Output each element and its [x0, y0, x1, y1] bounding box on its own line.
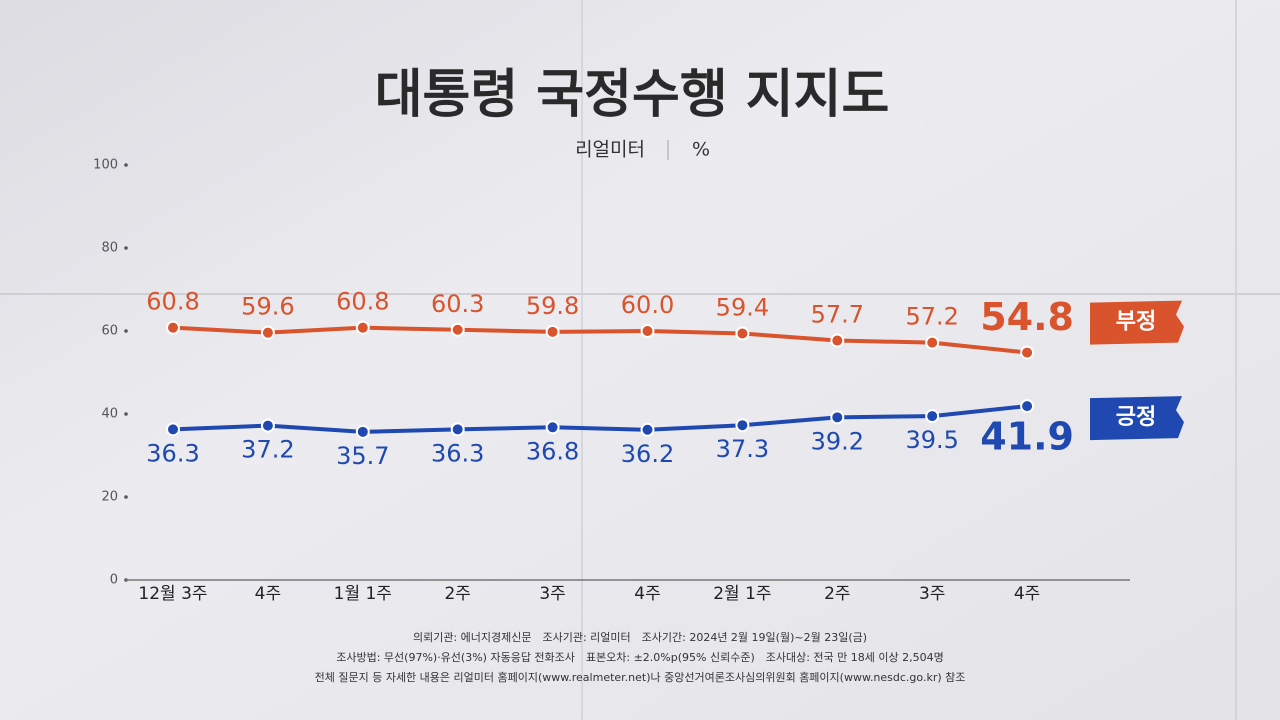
unit-label: % — [692, 139, 710, 161]
legend-label: 부정 — [1116, 310, 1156, 335]
x-tick-label: 2월 1주 — [713, 584, 771, 604]
x-tick-label: 12월 3주 — [138, 584, 207, 604]
footnote: 전체 질문지 등 자세한 내용은 리얼미터 홈페이지(www.realmeter… — [315, 670, 966, 684]
data-point — [166, 422, 180, 437]
y-tick-label: 60 — [101, 324, 118, 339]
data-label: 37.3 — [716, 435, 769, 463]
data-point — [640, 422, 655, 437]
tick-mark — [124, 495, 128, 499]
x-tick-label: 2주 — [824, 584, 850, 604]
data-point — [260, 418, 275, 433]
data-label: 39.5 — [905, 426, 958, 454]
data-label: 36.3 — [431, 439, 484, 467]
chart-title: 대통령 국정수행 지지도 — [375, 65, 890, 125]
data-label: 59.8 — [526, 292, 579, 320]
y-tick-label: 20 — [101, 490, 118, 505]
chart-subtitle: 리얼미터 — [575, 139, 645, 161]
x-tick-label: 4주 — [1014, 584, 1040, 604]
data-point — [545, 420, 560, 435]
x-tick-label: 4주 — [634, 584, 660, 604]
footnote: 조사방법: 무선(97%)·유선(3%) 자동응답 전화조사 표본오차: ±2.… — [336, 651, 944, 664]
data-point — [260, 325, 275, 340]
data-label: 39.2 — [811, 427, 864, 455]
y-tick-label: 100 — [93, 158, 118, 173]
y-tick-label: 0 — [110, 573, 118, 588]
x-tick-label: 3주 — [539, 584, 565, 604]
data-point — [925, 335, 940, 350]
data-label: 60.0 — [621, 291, 674, 319]
data-point — [640, 324, 655, 338]
tick-mark — [124, 163, 128, 167]
data-label: 60.8 — [146, 288, 199, 316]
data-point — [925, 409, 940, 424]
data-label: 60.3 — [431, 290, 484, 318]
tick-mark — [124, 412, 128, 416]
data-point — [735, 418, 750, 433]
data-label: 36.2 — [621, 440, 674, 468]
data-label: 36.3 — [146, 439, 199, 467]
data-label: 57.7 — [811, 301, 864, 329]
legend-tag — [1090, 396, 1184, 441]
data-point — [355, 424, 370, 439]
x-tick-label: 3주 — [919, 584, 945, 604]
y-tick-label: 80 — [101, 241, 118, 256]
data-point — [450, 322, 465, 337]
data-point — [1020, 345, 1035, 360]
footnote: 의뢰기관: 에너지경제신문 조사기관: 리얼미터 조사기간: 2024년 2월 … — [413, 630, 867, 644]
data-label: 60.8 — [336, 288, 389, 316]
legend-tag — [1090, 300, 1184, 345]
data-label: 37.2 — [241, 436, 294, 464]
y-tick-label: 40 — [101, 407, 118, 422]
legend-label: 긍정 — [1116, 405, 1156, 430]
data-label: 54.8 — [980, 295, 1074, 339]
data-label: 57.2 — [905, 303, 958, 331]
x-tick-label: 4주 — [255, 584, 281, 604]
data-point — [735, 326, 750, 341]
data-point — [166, 320, 180, 335]
data-label: 36.8 — [526, 437, 579, 465]
data-label: 59.4 — [716, 293, 769, 321]
data-point — [450, 422, 465, 437]
x-tick-label: 2주 — [444, 584, 470, 604]
series-line — [172, 404, 1028, 434]
tick-mark — [124, 246, 128, 250]
data-point — [830, 333, 845, 348]
data-point — [1020, 399, 1035, 414]
data-point — [545, 324, 560, 339]
x-tick-label: 1월 1주 — [334, 584, 392, 604]
data-label: 59.6 — [241, 293, 294, 321]
data-point — [830, 410, 845, 425]
series-line — [172, 325, 1028, 355]
data-point — [355, 320, 370, 335]
tick-mark — [124, 329, 128, 333]
data-label: 35.7 — [336, 442, 389, 470]
data-label: 41.9 — [980, 415, 1074, 459]
